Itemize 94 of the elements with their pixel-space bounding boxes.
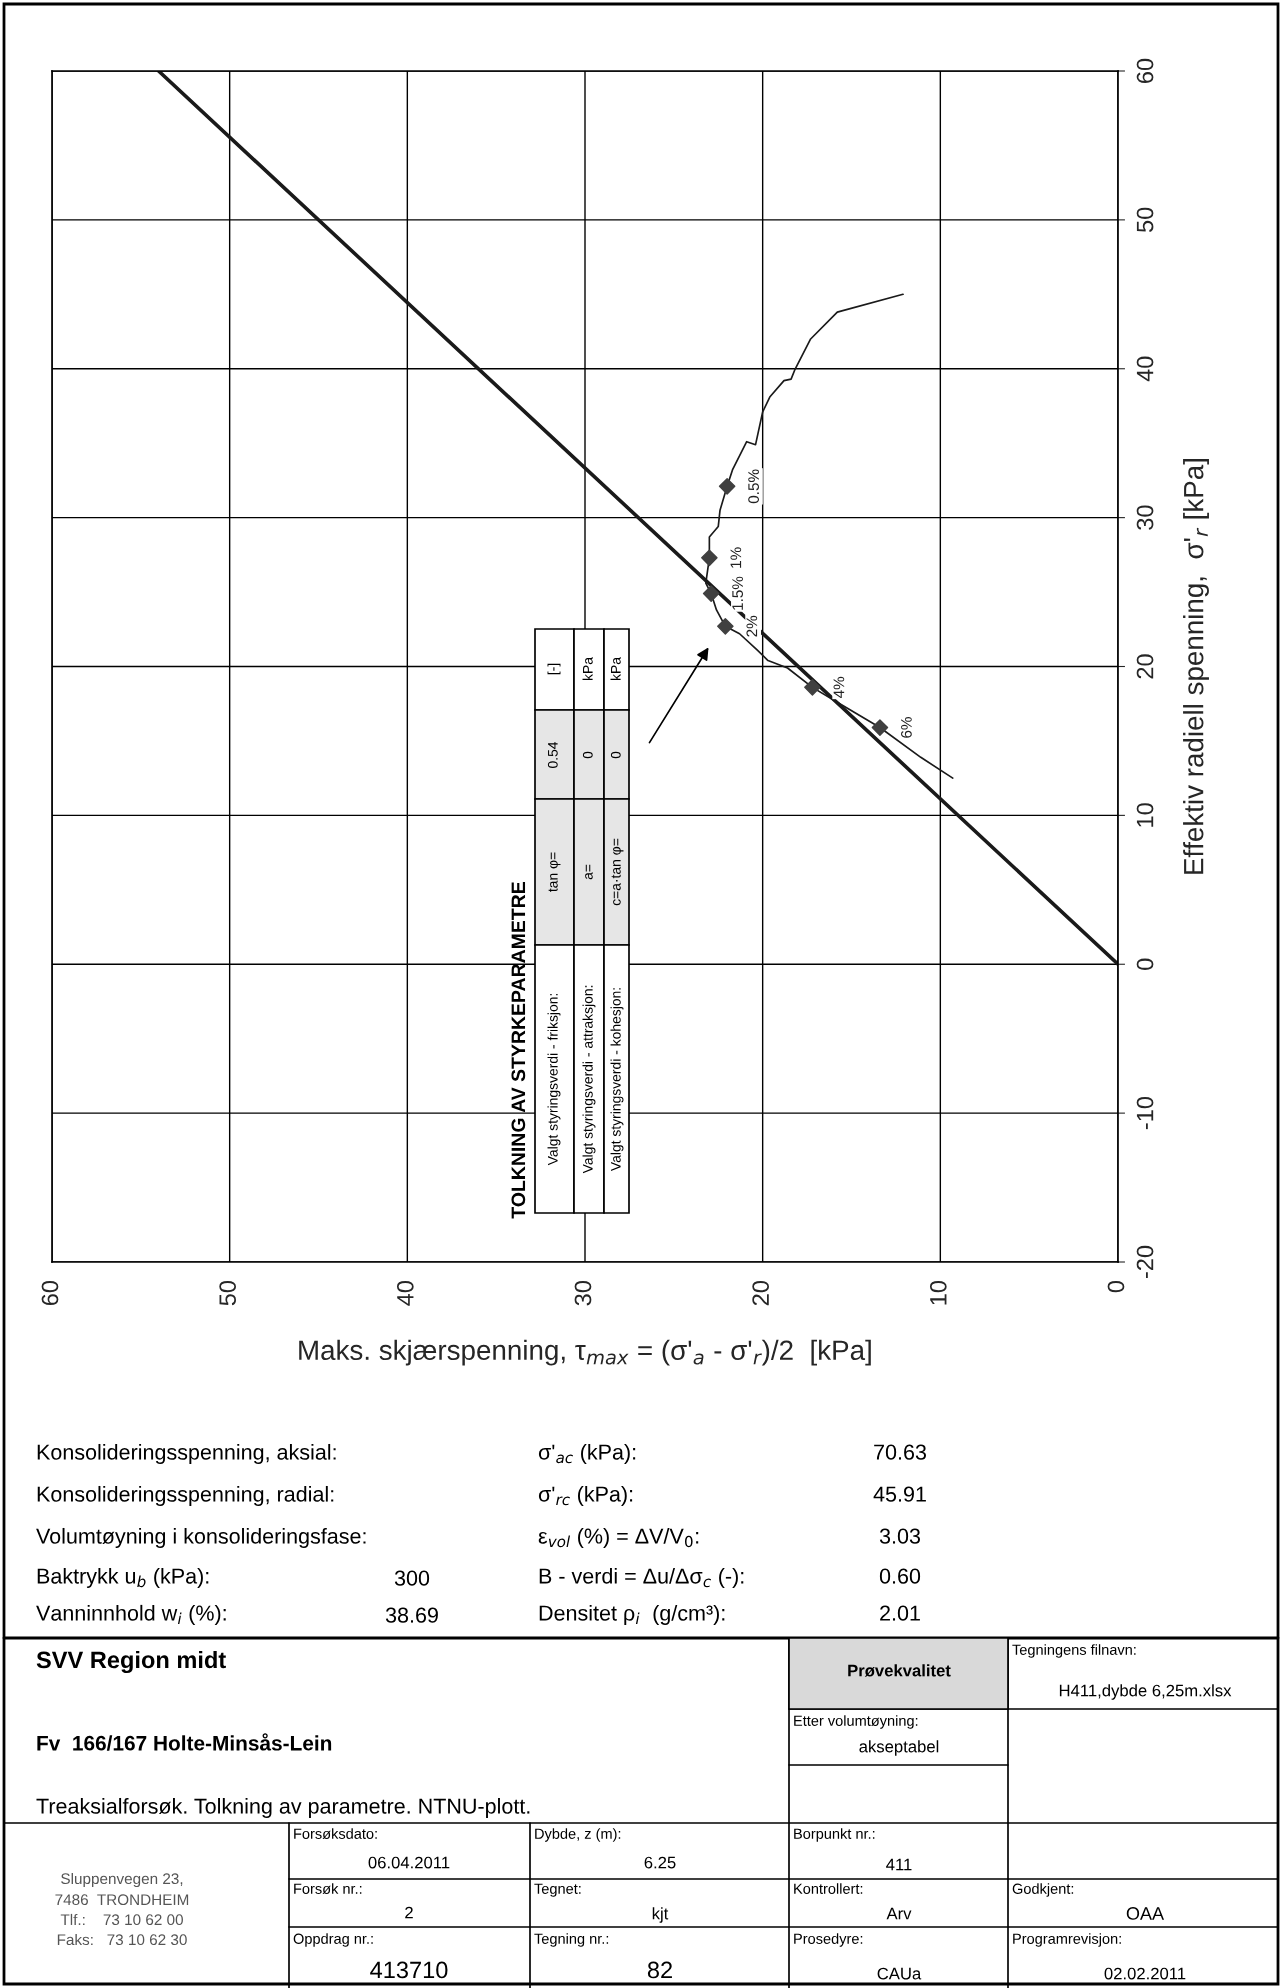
x-tick-label: 20 — [752, 1280, 769, 1306]
point — [717, 618, 734, 635]
y-tick-label: 20 — [1136, 654, 1154, 679]
annotation: c=a·tan φ= — [611, 838, 624, 906]
x-tick-label: 10 — [929, 1280, 947, 1305]
x-tick-label: 40 — [396, 1280, 414, 1306]
text: Oppdrag nr.: — [293, 1933, 373, 1947]
text: OAA — [1126, 1907, 1165, 1920]
text: 6.25 — [644, 1856, 676, 1869]
y-tick-label: 30 — [1136, 505, 1154, 530]
text: 411 — [886, 1858, 912, 1871]
text: σ'$_{ac}$ (kPa): — [538, 1443, 636, 1464]
text: ε$_{vol}$ (%) = ΔV/V$_{0}$: — [538, 1527, 699, 1548]
text: 70.63 — [874, 1444, 926, 1460]
text: 7486 TRONDHEIM — [55, 1894, 189, 1906]
text: Tlf.: 73 10 62 00 — [60, 1913, 183, 1926]
text: Fv 166/167 Holte-Minsås-Lein — [37, 1733, 332, 1751]
text: 82 — [647, 1961, 672, 1979]
text: 45.91 — [873, 1486, 926, 1502]
annotation: [-] — [547, 663, 561, 675]
y-tick-label: -10 — [1136, 1096, 1154, 1130]
annotation: a= — [585, 864, 593, 880]
text: Tegning nr.: — [534, 1933, 609, 1947]
annotation: 2% — [746, 615, 758, 637]
text: Arv — [886, 1907, 912, 1920]
x-tick-label: 60 — [41, 1280, 59, 1306]
text: Vanninnhold w$_{i}$ (%): — [36, 1604, 226, 1625]
x-axis-title: Maks. skjærspenning, τ$_{max}$ = (σ'$_{a}$ - σ'$_{r}$)/2 [kPa] — [299, 1339, 871, 1366]
text: 413710 — [370, 1961, 448, 1979]
text: Tegningens filnavn: — [1012, 1644, 1136, 1658]
annotation: 0 — [582, 751, 593, 759]
text: 0.60 — [879, 1568, 921, 1584]
annotation: Valgt styringsverdi - attraksjon: — [582, 985, 596, 1174]
text: Tegnet: — [534, 1883, 581, 1897]
y-tick-label: 50 — [1136, 207, 1154, 233]
y-tick-label: 10 — [1136, 803, 1154, 827]
point — [701, 549, 718, 567]
x-tick-label: 30 — [574, 1280, 592, 1306]
annotation: 1.5% — [732, 576, 744, 610]
text: H411,dybde 6,25m.xlsx — [1059, 1684, 1232, 1700]
text: CAUa — [877, 1967, 922, 1980]
annotation: tan φ= — [548, 852, 561, 892]
text: Volumtøyning i konsolideringsfase: — [36, 1527, 366, 1549]
annotation: 0.54 — [547, 741, 558, 768]
annotation: kPa — [610, 657, 621, 681]
text: Godkjent: — [1012, 1883, 1074, 1897]
x-tick-label: 0 — [1107, 1280, 1125, 1293]
text: Densitet ρ$_{i}$ (g/cm³): — [539, 1604, 725, 1625]
annotation: Valgt styringsverdi - friksjon: — [547, 993, 561, 1166]
annotation: Valgt styringsverdi - kohesjon: — [610, 988, 624, 1172]
text: Faks: 73 10 62 30 — [57, 1933, 187, 1946]
text: 38.69 — [385, 1607, 438, 1623]
text: 2 — [405, 1906, 413, 1919]
y-tick-label: 40 — [1136, 356, 1154, 382]
annotation: TOLKNING AV STYRKEPARAMETRE — [511, 882, 526, 1219]
y-tick-label: 0 — [1136, 958, 1154, 970]
text: Dybde, z (m): — [535, 1828, 621, 1842]
text: SVV Region midt — [36, 1650, 226, 1674]
text: Etter volumtøyning: — [794, 1715, 918, 1729]
annotation: 6% — [900, 717, 912, 738]
point — [804, 679, 821, 696]
text: 02.02.2011 — [1104, 1967, 1186, 1980]
annotation: 0 — [610, 751, 621, 759]
text: Prøvekvalitet — [848, 1664, 951, 1677]
text: 06.04.2011 — [368, 1856, 450, 1869]
text: kjt — [652, 1907, 669, 1923]
text: Prosedyre: — [794, 1933, 863, 1947]
annotation: kPa — [582, 657, 593, 681]
text: Treaksialforsøk. Tolkning av parametre. NTNU-plott. — [36, 1797, 530, 1819]
y-tick-label: -20 — [1136, 1245, 1154, 1279]
text: 2.01 — [880, 1605, 920, 1621]
text: akseptabel — [859, 1740, 939, 1756]
y-axis-title: Effektiv radiell spenning, σ'$_{r}$ [kPa] — [1183, 459, 1209, 874]
text: Forsøksdato: — [294, 1828, 377, 1840]
text: Forsøk nr.: — [294, 1883, 362, 1895]
text: Sluppenvegen 23, — [61, 1872, 183, 1888]
annotation: 0.5% — [748, 469, 760, 504]
point — [702, 585, 720, 602]
text: B - verdi = Δu/Δσ$_{c}$ (-): — [539, 1567, 744, 1588]
y-tick-label: 60 — [1136, 58, 1154, 83]
text: Konsolideringsspenning, aksial: — [37, 1443, 336, 1465]
text: 300 — [394, 1570, 430, 1586]
annotation: 4% — [833, 676, 845, 699]
text: Baktrykk u$_{b}$ (kPa): — [37, 1567, 209, 1588]
point — [871, 719, 889, 736]
text: σ'$_{rc}$ (kPa): — [538, 1485, 633, 1506]
annotation: 1% — [730, 547, 742, 568]
point — [718, 478, 736, 495]
text: Konsolideringsspenning, radial: — [37, 1485, 334, 1507]
text: Borpunkt nr.: — [794, 1828, 875, 1842]
text: 3.03 — [879, 1528, 921, 1544]
text: Kontrollert: — [794, 1883, 863, 1894]
x-tick-label: 50 — [219, 1280, 236, 1306]
text: Programrevisjon: — [1013, 1933, 1121, 1947]
